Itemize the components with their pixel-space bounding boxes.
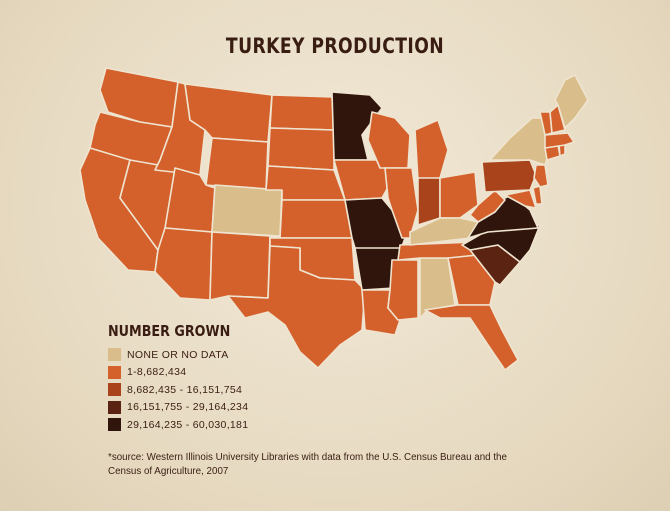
state-texas <box>227 245 366 369</box>
state-maryland <box>504 189 537 209</box>
state-wyoming <box>205 137 269 191</box>
map-title: TURKEY PRODUCTION <box>225 34 445 58</box>
legend-swatch <box>108 365 121 379</box>
state-ohio <box>439 171 479 219</box>
legend-swatch <box>108 418 121 432</box>
legend-swatch <box>108 400 121 414</box>
legend-label: NONE OR NO DATA <box>127 348 229 361</box>
legend-label: 8,682,435 - 16,151,754 <box>127 383 243 396</box>
state-maine <box>554 74 589 129</box>
legend-label: 16,151,755 - 29,164,234 <box>127 401 249 414</box>
legend-item: 16,151,755 - 29,164,234 <box>108 399 252 417</box>
legend-item: NONE OR NO DATA <box>108 346 252 364</box>
legend-title: NUMBER GROWN <box>108 322 231 340</box>
state-new-mexico <box>209 231 271 301</box>
state-south-dakota <box>267 127 335 171</box>
legend-item: 8,682,435 - 16,151,754 <box>108 381 252 399</box>
state-delaware <box>532 185 543 205</box>
legend: NUMBER GROWN NONE OR NO DATA 1-8,682,434… <box>108 322 252 434</box>
state-illinois <box>384 167 419 239</box>
state-kansas <box>279 199 353 239</box>
state-colorado <box>211 184 283 237</box>
state-new-york <box>489 117 551 166</box>
state-michigan <box>414 119 449 181</box>
state-new-hampshire <box>549 104 566 134</box>
legend-label: 29,164,235 - 60,030,181 <box>127 418 249 431</box>
state-indiana <box>417 177 441 226</box>
legend-item: 1-8,682,434 <box>108 364 252 382</box>
state-mississippi <box>387 259 419 321</box>
source-note: *source: Western Illinois University Lib… <box>108 452 507 477</box>
legend-swatch <box>108 348 121 362</box>
legend-item: 29,164,235 - 60,030,181 <box>108 416 252 434</box>
state-north-dakota <box>269 94 335 131</box>
state-new-jersey <box>533 164 549 188</box>
state-pennsylvania <box>481 159 537 193</box>
state-arizona <box>154 227 213 301</box>
legend-label: 1-8,682,434 <box>127 366 187 379</box>
legend-swatch <box>108 383 121 397</box>
state-rhode-island <box>558 144 566 157</box>
state-massachusetts <box>544 132 575 149</box>
state-florida <box>424 304 519 371</box>
